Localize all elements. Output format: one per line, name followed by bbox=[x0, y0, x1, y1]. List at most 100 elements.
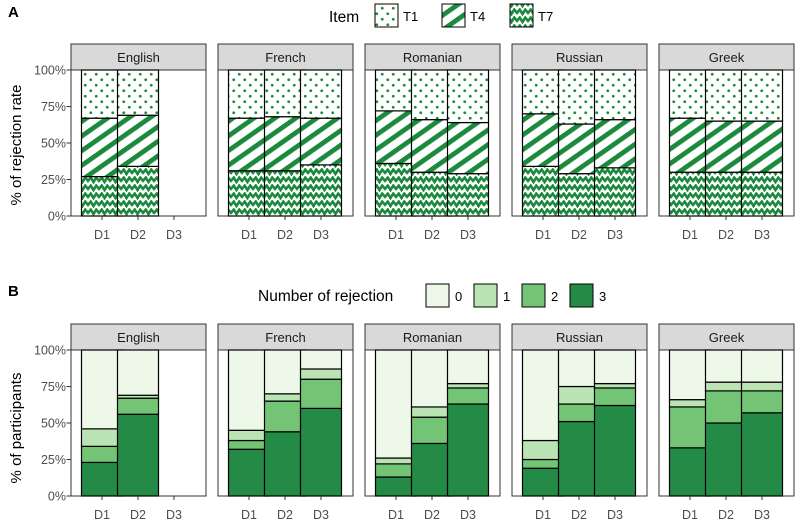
bar-segment-french-d1-t1-a bbox=[227, 69, 271, 119]
bar-segment-greek-d2-2-b bbox=[704, 390, 748, 424]
legend-swatch-rejection-2 bbox=[521, 283, 546, 308]
bar-segment-greek-d2-t4-a bbox=[704, 120, 748, 173]
facet-strip-french-a bbox=[217, 43, 354, 71]
x-tick-label-a: D1 bbox=[388, 228, 404, 242]
legend-rejections: 0 1 2 3 bbox=[425, 283, 606, 308]
legend-label-t4: T4 bbox=[470, 9, 485, 24]
legend-label-rejection-2: 2 bbox=[551, 289, 558, 304]
bar-segment-english-d1-0-b bbox=[80, 349, 124, 430]
bar-segment-french-d2-1-b bbox=[263, 393, 307, 402]
bar-segment-russian-d3-t4-a bbox=[593, 119, 637, 169]
bar-segment-english-d1-t4-a bbox=[80, 117, 124, 178]
y-tick-label-a: 25% bbox=[41, 173, 66, 187]
x-tick-label-a: D3 bbox=[166, 228, 182, 242]
legend-swatch-t7 bbox=[509, 3, 534, 28]
bar-segment-french-d3-3-b bbox=[299, 407, 343, 497]
x-tick-label-b: D2 bbox=[424, 508, 440, 522]
bar-segment-french-d1-3-b bbox=[227, 448, 271, 497]
x-tick-label-a: D1 bbox=[682, 228, 698, 242]
legend-label-rejection-3: 3 bbox=[599, 289, 606, 304]
bar-segment-english-d1-t1-a bbox=[80, 69, 124, 119]
bar-segment-russian-d1-0-b bbox=[521, 349, 565, 442]
panel-a-plot: 0% 25% 50% 75% 100% English D1 D2 D3 French D1 D2 D3… bbox=[34, 43, 795, 242]
x-tick-label-a: D2 bbox=[571, 228, 587, 242]
bar-segment-french-d1-1-b bbox=[227, 429, 271, 442]
legend-items: T1 T4 T7 bbox=[374, 3, 553, 28]
legend-label-rejection-0: 0 bbox=[455, 289, 462, 304]
bar-segment-russian-d1-3-b bbox=[521, 467, 565, 497]
x-tick-label-a: D3 bbox=[460, 228, 476, 242]
facet-label-greek-a: Greek bbox=[709, 50, 745, 65]
legend-swatch-t1 bbox=[374, 3, 399, 28]
bar-segment-french-d3-0-b bbox=[299, 349, 343, 370]
bar-segment-russian-d2-3-b bbox=[557, 420, 601, 497]
bar-segment-romanian-d3-2-b bbox=[446, 387, 490, 405]
bar-segment-romanian-d1-2-b bbox=[374, 463, 418, 478]
x-tick-label-b: D3 bbox=[460, 508, 476, 522]
facet-label-russian-a: Russian bbox=[556, 50, 603, 65]
y-tick-label-b: 100% bbox=[34, 344, 66, 358]
bar-segment-english-d2-3-b bbox=[116, 413, 160, 497]
bar-segment-greek-d1-1-b bbox=[668, 399, 712, 408]
x-tick-label-b: D1 bbox=[535, 508, 551, 522]
facet-strip-romanian-a bbox=[364, 43, 501, 71]
x-tick-label-a: D2 bbox=[718, 228, 734, 242]
panel-b-tag: B bbox=[8, 283, 19, 300]
legend-swatch-t4 bbox=[441, 3, 466, 28]
x-tick-label-b: D3 bbox=[313, 508, 329, 522]
bar-segment-romanian-d2-t1-a bbox=[410, 69, 454, 121]
bar-segment-french-d1-t7-a bbox=[227, 170, 271, 217]
bar-segment-russian-d2-0-b bbox=[557, 349, 601, 388]
bar-segment-greek-d1-t7-a bbox=[668, 171, 712, 217]
y-tick-label-b: 50% bbox=[41, 417, 66, 431]
bar-segment-greek-d2-3-b bbox=[704, 422, 748, 497]
facet-label-russian-b: Russian bbox=[556, 330, 603, 345]
bar-segment-russian-d2-2-b bbox=[557, 403, 601, 423]
bar-segment-french-d3-2-b bbox=[299, 378, 343, 410]
bar-segment-greek-d3-1-b bbox=[740, 381, 784, 392]
bar-segment-greek-d3-t4-a bbox=[740, 120, 784, 173]
bar-segment-greek-d2-1-b bbox=[704, 381, 748, 392]
y-axis-title-a: % of rejection rate bbox=[8, 85, 25, 206]
bar-segment-greek-d1-0-b bbox=[668, 349, 712, 401]
bar-segment-romanian-d1-1-b bbox=[374, 457, 418, 465]
bar-segment-romanian-d1-t7-a bbox=[374, 162, 418, 217]
y-tick-label-a: 50% bbox=[41, 137, 66, 151]
x-tick-label-b: D2 bbox=[130, 508, 146, 522]
bar-segment-romanian-d2-0-b bbox=[410, 349, 454, 408]
bar-segment-greek-d2-t1-a bbox=[704, 69, 748, 122]
y-tick-label-b: 75% bbox=[41, 380, 66, 394]
facet-strip-russian-a bbox=[511, 43, 648, 71]
bar-segment-english-d2-t4-a bbox=[116, 114, 160, 167]
panel-b-plot: 0% 25% 50% 75% 100% English D1 D2 D3 French D1 D2 D3… bbox=[34, 323, 795, 522]
y-axis-title-b: % of participants bbox=[8, 373, 25, 484]
legend-swatch-rejection-3 bbox=[569, 283, 594, 308]
x-tick-label-b: D1 bbox=[388, 508, 404, 522]
facet-label-romanian-a: Romanian bbox=[403, 50, 462, 65]
facet-strip-greek-b bbox=[658, 323, 795, 351]
x-tick-label-b: D1 bbox=[682, 508, 698, 522]
facet-label-french-a: French bbox=[265, 50, 305, 65]
bar-segment-english-d1-1-b bbox=[80, 428, 124, 447]
bar-segment-greek-d3-0-b bbox=[740, 349, 784, 383]
bar-segment-romanian-d3-t7-a bbox=[446, 173, 490, 217]
bar-segment-french-d2-t7-a bbox=[263, 170, 307, 217]
legend-swatch-rejection-0 bbox=[425, 283, 450, 308]
facet-strip-english-a bbox=[70, 43, 207, 71]
bar-segment-french-d2-t1-a bbox=[263, 69, 307, 118]
bar-segment-russian-d1-2-b bbox=[521, 458, 565, 469]
y-tick-label-b: 0% bbox=[48, 490, 66, 504]
legend-label-t7: T7 bbox=[538, 9, 553, 24]
facet-strip-greek-a bbox=[658, 43, 795, 71]
x-tick-label-a: D1 bbox=[535, 228, 551, 242]
bar-segment-russian-d3-0-b bbox=[593, 349, 637, 385]
x-tick-label-b: D2 bbox=[277, 508, 293, 522]
bar-segment-french-d3-t4-a bbox=[299, 117, 343, 166]
bar-segment-russian-d3-1-b bbox=[593, 382, 637, 389]
bar-segment-romanian-d3-3-b bbox=[446, 403, 490, 497]
legend-title-items: Item bbox=[329, 9, 359, 26]
x-tick-label-b: D1 bbox=[241, 508, 257, 522]
x-tick-label-b: D3 bbox=[754, 508, 770, 522]
facet-strip-romanian-b bbox=[364, 323, 501, 351]
